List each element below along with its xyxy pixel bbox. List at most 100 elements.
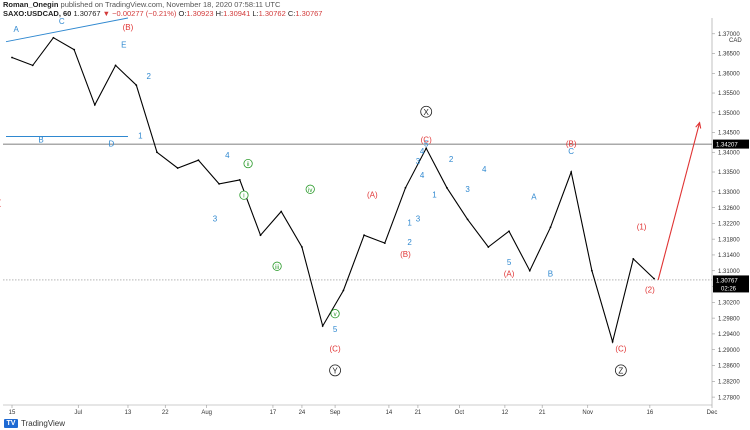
x-tick-label: Oct (455, 410, 465, 416)
high-label: H: (215, 9, 224, 18)
y-tick-label: 1.35000 (718, 111, 740, 117)
price-point (404, 186, 407, 189)
level-price-label: 1.34207 (716, 143, 738, 149)
y-tick-label: 1.34500 (718, 131, 740, 137)
x-tick-label: Aug (201, 410, 212, 416)
price-point (301, 246, 303, 248)
wave-label: (B) (123, 23, 134, 32)
wave-circle (272, 261, 282, 271)
current-price-label: 1.30767 (716, 278, 738, 284)
wave-label: 4 (482, 165, 487, 174)
y-tick-label: 1.31000 (718, 269, 740, 275)
y-tick-label: 1.30200 (718, 301, 740, 307)
price-point (93, 103, 96, 106)
wave-circle (305, 184, 315, 194)
open-value: 1.30923 (186, 9, 214, 18)
wave-label: 4 (420, 147, 425, 156)
price-point (653, 277, 655, 280)
triangle-upper-line (5, 17, 129, 43)
ohlc-bar: SAXO:USDCAD, 60 1.30767 ▼ −0.00277 (−0.2… (3, 9, 322, 18)
price-point (114, 64, 117, 67)
wave-label: i (243, 194, 244, 200)
y-tick-label: 1.34000 (718, 150, 740, 156)
wave-label: 5 (507, 258, 512, 267)
wave-label: 5 (424, 139, 429, 148)
low-value: 1.30762 (258, 9, 286, 18)
x-tick-label: Sep (330, 410, 341, 416)
projection-arrow-head (695, 121, 702, 129)
wave-label: 1 (138, 131, 143, 140)
level-price-tag (713, 139, 749, 149)
y-tick-label: 1.29800 (718, 316, 740, 322)
price-point (11, 56, 13, 59)
wave-label: 1 (432, 191, 437, 200)
y-tick-label: 1.33000 (718, 190, 740, 196)
wave-label: 3 (213, 214, 218, 223)
y-tick-label: 1.35500 (718, 91, 740, 97)
wave-label: 2 (449, 155, 454, 164)
price-point (342, 289, 345, 292)
wave-label: (C) (615, 345, 626, 354)
x-tick-label: 22 (162, 410, 169, 416)
high-value: 1.30941 (223, 9, 251, 18)
wave-label: C (568, 147, 574, 156)
y-tick-label: 1.28200 (718, 380, 740, 386)
projection-arrow-line (657, 122, 701, 281)
price-point (321, 325, 324, 327)
price-point (218, 182, 221, 185)
y-tick-label: 1.27800 (718, 395, 740, 401)
price-point (570, 171, 573, 173)
price-point (52, 36, 55, 39)
y-tick-label: 1.28600 (718, 364, 740, 370)
x-tick-label: Nov (582, 410, 593, 416)
x-tick-label: 15 (9, 410, 16, 416)
y-tick-label: 1.32600 (718, 206, 740, 212)
wave-circle (243, 158, 253, 169)
x-tick-label: Jul (74, 410, 82, 416)
y-tick-label: 1.31800 (718, 237, 740, 243)
wave-label: D (109, 139, 115, 148)
wave-label: 5 (333, 325, 338, 334)
price-point (197, 159, 200, 162)
tradingview-footer: TV TradingView (4, 419, 65, 428)
x-tick-label: 24 (299, 410, 306, 416)
wave-label: Z (618, 366, 623, 375)
wave-label: (C) (421, 135, 432, 144)
wave-label: iv (308, 188, 312, 194)
wave-label: (B) (566, 139, 577, 148)
price-point (156, 151, 158, 154)
price-point (176, 167, 179, 169)
price-point (528, 269, 531, 272)
wave-label: 1 (407, 218, 412, 227)
y-tick-label: 1.31400 (718, 253, 740, 259)
wave-label: C (59, 17, 65, 26)
price-point (31, 64, 34, 67)
last-price: 1.30767 (73, 9, 101, 18)
price-point (590, 269, 593, 272)
wave-label: ( (0, 199, 1, 208)
wave-label: (A) (504, 270, 515, 279)
price-point (446, 186, 448, 189)
publish-date: published on TradingView.com, November 1… (60, 0, 281, 9)
y-tick-label: 1.37000 (718, 32, 740, 38)
x-tick-label: 16 (647, 410, 654, 416)
wave-label: 3 (465, 185, 470, 194)
price-point (508, 230, 510, 233)
close-value: 1.30767 (295, 9, 323, 18)
wave-label: 4 (225, 151, 230, 160)
wave-label: B (548, 270, 553, 279)
price-point (611, 340, 614, 343)
bar-countdown: 02:26 (721, 286, 737, 292)
author[interactable]: Roman_Onegin (3, 0, 59, 9)
symbol[interactable]: SAXO:USDCAD, 60 (3, 9, 72, 18)
price-point (259, 234, 262, 237)
wave-label: A (13, 25, 19, 34)
tradingview-wordmark: TradingView (21, 419, 66, 428)
wave-label: ii (247, 162, 250, 168)
price-point (73, 48, 76, 51)
y-tick-label: 1.32200 (718, 222, 740, 228)
price-point (487, 246, 490, 248)
wave-label: (B) (400, 250, 411, 259)
wave-label: v (334, 312, 337, 318)
